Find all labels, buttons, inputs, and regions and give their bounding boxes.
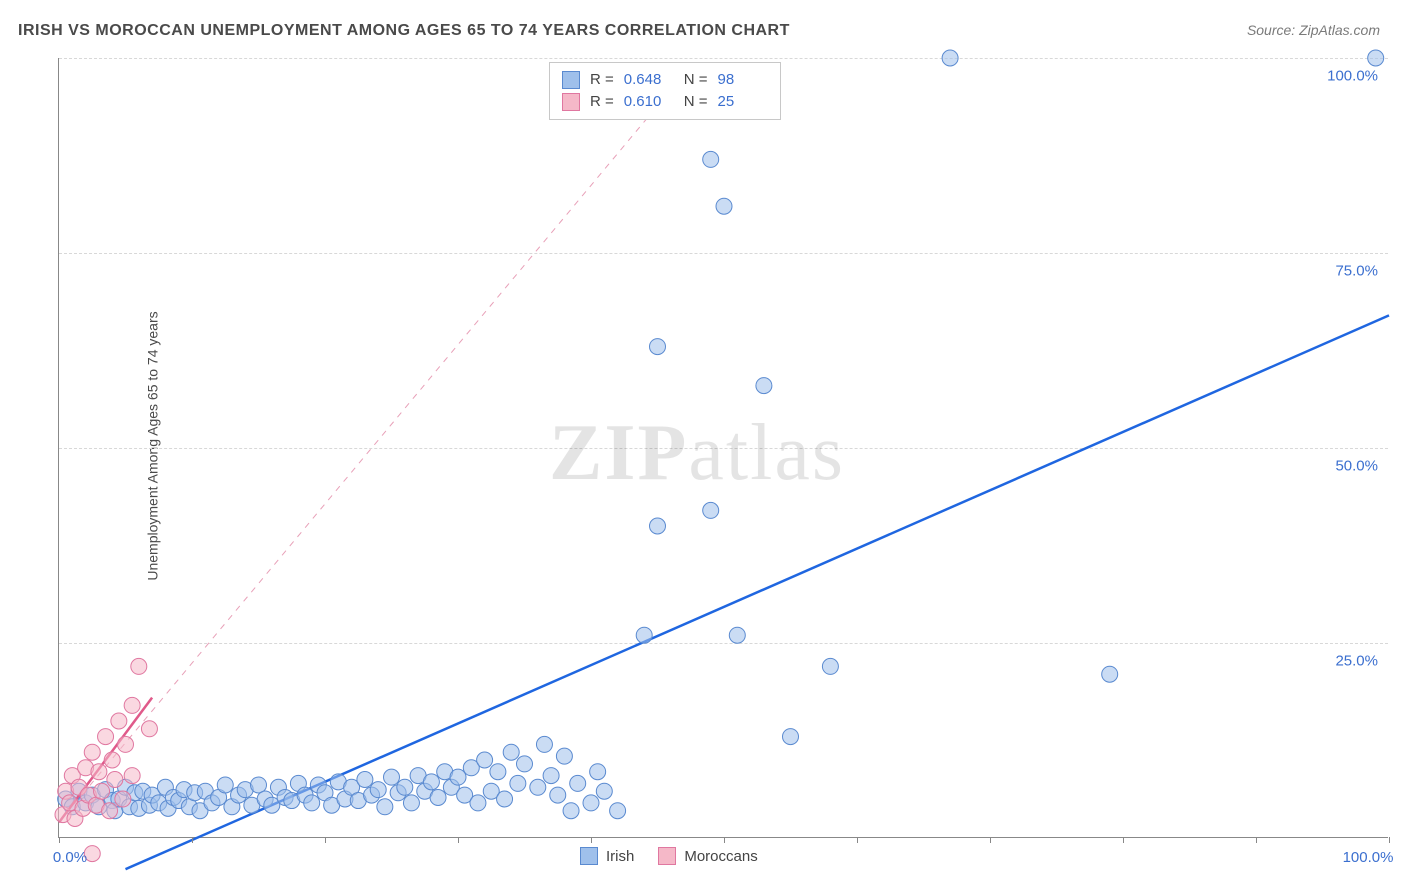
xtick xyxy=(325,837,326,843)
xtick xyxy=(1256,837,1257,843)
data-point-irish xyxy=(304,795,320,811)
data-point-irish xyxy=(650,339,666,355)
data-point-irish xyxy=(942,50,958,66)
xtick-label-0: 0.0% xyxy=(53,849,87,866)
data-point-irish xyxy=(530,779,546,795)
data-point-irish xyxy=(536,736,552,752)
legend-label-irish: Irish xyxy=(606,848,634,865)
data-point-irish xyxy=(756,378,772,394)
xtick xyxy=(990,837,991,843)
xtick xyxy=(1389,837,1390,843)
data-point-moroccans xyxy=(94,783,110,799)
legend-item-irish: Irish xyxy=(580,847,634,865)
chart-container: IRISH VS MOROCCAN UNEMPLOYMENT AMONG AGE… xyxy=(0,0,1406,892)
data-point-moroccans xyxy=(102,803,118,819)
data-point-irish xyxy=(550,787,566,803)
stat-r-label: R = xyxy=(590,69,614,91)
plot-area: 25.0%50.0%75.0%100.0% ZIPatlas R = 0.648… xyxy=(58,58,1388,838)
data-point-irish xyxy=(590,764,606,780)
stat-n-irish: 98 xyxy=(718,69,768,91)
data-point-irish xyxy=(490,764,506,780)
stats-box: R = 0.648 N = 98 R = 0.610 N = 25 xyxy=(549,62,781,120)
data-point-irish xyxy=(503,744,519,760)
data-point-irish xyxy=(543,768,559,784)
legend-item-moroccan: Moroccans xyxy=(658,847,757,865)
data-point-irish xyxy=(357,772,373,788)
data-point-moroccans xyxy=(111,713,127,729)
data-point-moroccans xyxy=(124,768,140,784)
data-point-irish xyxy=(716,198,732,214)
data-point-moroccans xyxy=(107,772,123,788)
scatter-svg xyxy=(59,58,1388,837)
stat-r-irish: 0.648 xyxy=(624,69,674,91)
swatch-moroccan xyxy=(562,93,580,111)
data-point-irish xyxy=(217,777,233,793)
data-point-moroccans xyxy=(115,791,131,807)
data-point-irish xyxy=(251,777,267,793)
stats-row-moroccan: R = 0.610 N = 25 xyxy=(562,91,768,113)
data-point-irish xyxy=(636,627,652,643)
data-point-moroccans xyxy=(98,729,114,745)
data-point-irish xyxy=(384,769,400,785)
stat-r-label-2: R = xyxy=(590,91,614,113)
trend-line-moroccans-dashed xyxy=(59,58,697,822)
data-point-irish xyxy=(596,783,612,799)
xtick-label-100: 100.0% xyxy=(1343,849,1394,866)
xtick xyxy=(724,837,725,843)
source-attribution: Source: ZipAtlas.com xyxy=(1247,22,1380,38)
xtick xyxy=(591,837,592,843)
chart-title: IRISH VS MOROCCAN UNEMPLOYMENT AMONG AGE… xyxy=(18,22,790,40)
data-point-irish xyxy=(703,502,719,518)
swatch-irish xyxy=(562,71,580,89)
stat-n-label: N = xyxy=(684,69,708,91)
data-point-moroccans xyxy=(84,744,100,760)
data-point-moroccans xyxy=(141,721,157,737)
stat-r-moroccan: 0.610 xyxy=(624,91,674,113)
data-point-irish xyxy=(610,803,626,819)
stats-row-irish: R = 0.648 N = 98 xyxy=(562,69,768,91)
xtick xyxy=(59,837,60,843)
xtick xyxy=(1123,837,1124,843)
data-point-irish xyxy=(822,658,838,674)
data-point-moroccans xyxy=(118,736,134,752)
data-point-irish xyxy=(583,795,599,811)
data-point-irish xyxy=(517,756,533,772)
data-point-irish xyxy=(1102,666,1118,682)
stat-n-moroccan: 25 xyxy=(718,91,768,113)
legend: Irish Moroccans xyxy=(580,847,758,865)
legend-swatch-irish xyxy=(580,847,598,865)
data-point-moroccans xyxy=(91,764,107,780)
data-point-irish xyxy=(570,775,586,791)
data-point-irish xyxy=(497,791,513,807)
data-point-moroccans xyxy=(124,697,140,713)
data-point-irish xyxy=(423,774,439,790)
stat-n-label-2: N = xyxy=(684,91,708,113)
data-point-irish xyxy=(510,775,526,791)
data-point-irish xyxy=(563,803,579,819)
data-point-moroccans xyxy=(104,752,120,768)
legend-label-moroccan: Moroccans xyxy=(684,848,757,865)
data-point-irish xyxy=(430,789,446,805)
data-point-irish xyxy=(650,518,666,534)
data-point-irish xyxy=(397,779,413,795)
data-point-irish xyxy=(729,627,745,643)
data-point-irish xyxy=(470,795,486,811)
data-point-irish xyxy=(370,782,386,798)
data-point-irish xyxy=(403,795,419,811)
data-point-irish xyxy=(783,729,799,745)
data-point-irish xyxy=(377,799,393,815)
data-point-irish xyxy=(1368,50,1384,66)
data-point-irish xyxy=(477,752,493,768)
legend-swatch-moroccan xyxy=(658,847,676,865)
data-point-irish xyxy=(703,151,719,167)
xtick xyxy=(857,837,858,843)
xtick xyxy=(192,837,193,843)
data-point-moroccans xyxy=(131,658,147,674)
data-point-irish xyxy=(556,748,572,764)
data-point-irish xyxy=(450,769,466,785)
xtick xyxy=(458,837,459,843)
